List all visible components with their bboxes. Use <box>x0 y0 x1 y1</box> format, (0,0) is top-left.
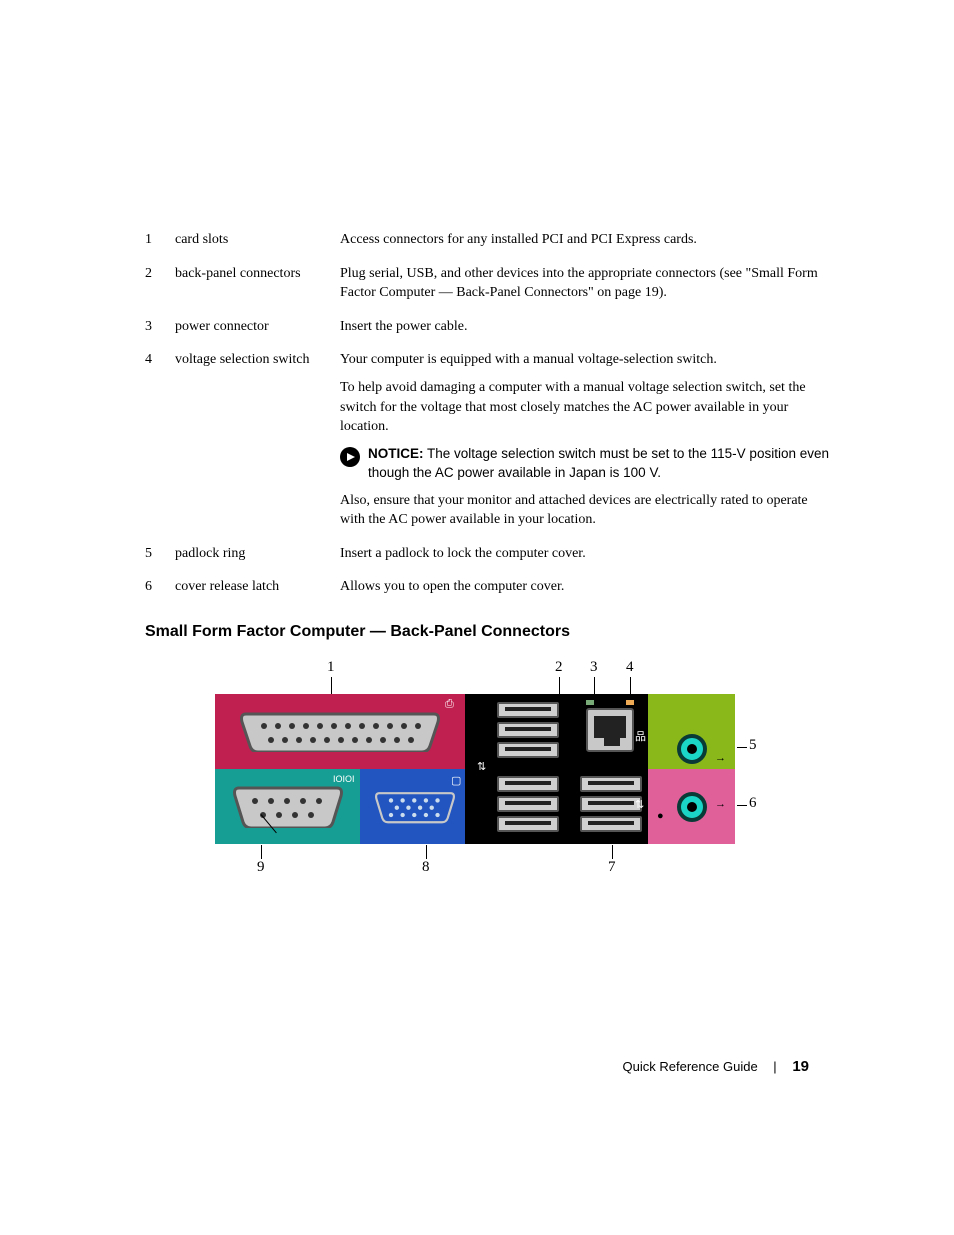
usb-glyph-icon: ⇅ <box>635 798 644 811</box>
printer-glyph-icon: ⎙ <box>445 698 454 711</box>
notice-block: NOTICE: The voltage selection switch mus… <box>340 445 835 483</box>
usb-stack-bottom-icon <box>497 776 559 836</box>
io-panel: ⎙ IOIOI <box>215 694 735 844</box>
ethernet-port-icon <box>586 708 634 752</box>
link-led-icon <box>586 700 594 705</box>
serial-port-icon <box>233 786 343 828</box>
row-description: Insert the power cable. <box>340 317 835 345</box>
row-number: 5 <box>145 544 175 572</box>
table-row: 6 cover release latch Allows you to open… <box>145 577 835 605</box>
row-number: 1 <box>145 230 175 258</box>
leader-line <box>737 747 747 748</box>
leader-line <box>737 805 747 806</box>
row-number: 4 <box>145 350 175 537</box>
lineout-glyph-icon: → <box>715 752 726 764</box>
row-number: 3 <box>145 317 175 345</box>
footer-separator: | <box>773 1059 776 1074</box>
row-term: back-panel connectors <box>175 264 340 311</box>
row-description: Insert a padlock to lock the computer co… <box>340 544 835 572</box>
row-description: Access connectors for any installed PCI … <box>340 230 835 258</box>
callout-4: 4 <box>626 659 634 676</box>
row-term: cover release latch <box>175 577 340 605</box>
page-content: 1 card slots Access connectors for any i… <box>145 230 835 889</box>
back-panel-diagram: 1 2 3 4 <box>145 659 835 889</box>
callout-5: 5 <box>749 737 757 754</box>
callout-2: 2 <box>555 659 563 676</box>
vga-port-icon <box>375 786 455 828</box>
notice-text: NOTICE: The voltage selection switch mus… <box>368 445 835 483</box>
callout-7: 7 <box>608 859 616 876</box>
activity-led-icon <box>626 700 634 705</box>
serial-glyph-icon: IOIOI <box>333 774 355 784</box>
usb-stack-right-icon <box>580 776 642 836</box>
parallel-port-icon <box>240 712 440 752</box>
notice-body: The voltage selection switch must be set… <box>368 446 829 480</box>
callout-9: 9 <box>257 859 265 876</box>
linein-glyph-icon: → <box>715 798 726 810</box>
row-number: 2 <box>145 264 175 311</box>
table-row: 1 card slots Access connectors for any i… <box>145 230 835 258</box>
callout-8: 8 <box>422 859 430 876</box>
notice-arrow-icon <box>340 447 360 467</box>
usb-glyph-icon: ⇅ <box>477 760 486 773</box>
notice-label: NOTICE: <box>368 446 424 461</box>
leader-line <box>426 845 427 859</box>
row-description: Allows you to open the computer cover. <box>340 577 835 605</box>
table-row: 5 padlock ring Insert a padlock to lock … <box>145 544 835 572</box>
row-description: Your computer is equipped with a manual … <box>340 350 835 537</box>
usb-stack-top-icon <box>497 702 559 762</box>
table-row: 4 voltage selection switch Your computer… <box>145 350 835 537</box>
lineout-jack-icon <box>677 734 707 764</box>
row-number: 6 <box>145 577 175 605</box>
callout-3: 3 <box>590 659 598 676</box>
row-term: voltage selection switch <box>175 350 340 537</box>
row-term: power connector <box>175 317 340 345</box>
linein-jack-icon <box>677 792 707 822</box>
page-footer: Quick Reference Guide | 19 <box>0 1058 954 1075</box>
page-number: 19 <box>792 1058 809 1075</box>
leader-line <box>612 845 613 859</box>
mic-glyph-icon: ● <box>657 810 664 822</box>
row-description: Plug serial, USB, and other devices into… <box>340 264 835 311</box>
row-term: card slots <box>175 230 340 258</box>
callout-6: 6 <box>749 795 757 812</box>
callout-1: 1 <box>327 659 335 676</box>
section-heading: Small Form Factor Computer — Back-Panel … <box>145 623 835 641</box>
table-row: 2 back-panel connectors Plug serial, USB… <box>145 264 835 311</box>
leader-line <box>261 845 262 859</box>
monitor-glyph-icon: ▢ <box>451 774 461 787</box>
table-row: 3 power connector Insert the power cable… <box>145 317 835 345</box>
row-term: padlock ring <box>175 544 340 572</box>
definitions-table: 1 card slots Access connectors for any i… <box>145 230 835 605</box>
footer-title: Quick Reference Guide <box>623 1059 758 1074</box>
network-glyph-icon: 品 <box>635 728 646 744</box>
